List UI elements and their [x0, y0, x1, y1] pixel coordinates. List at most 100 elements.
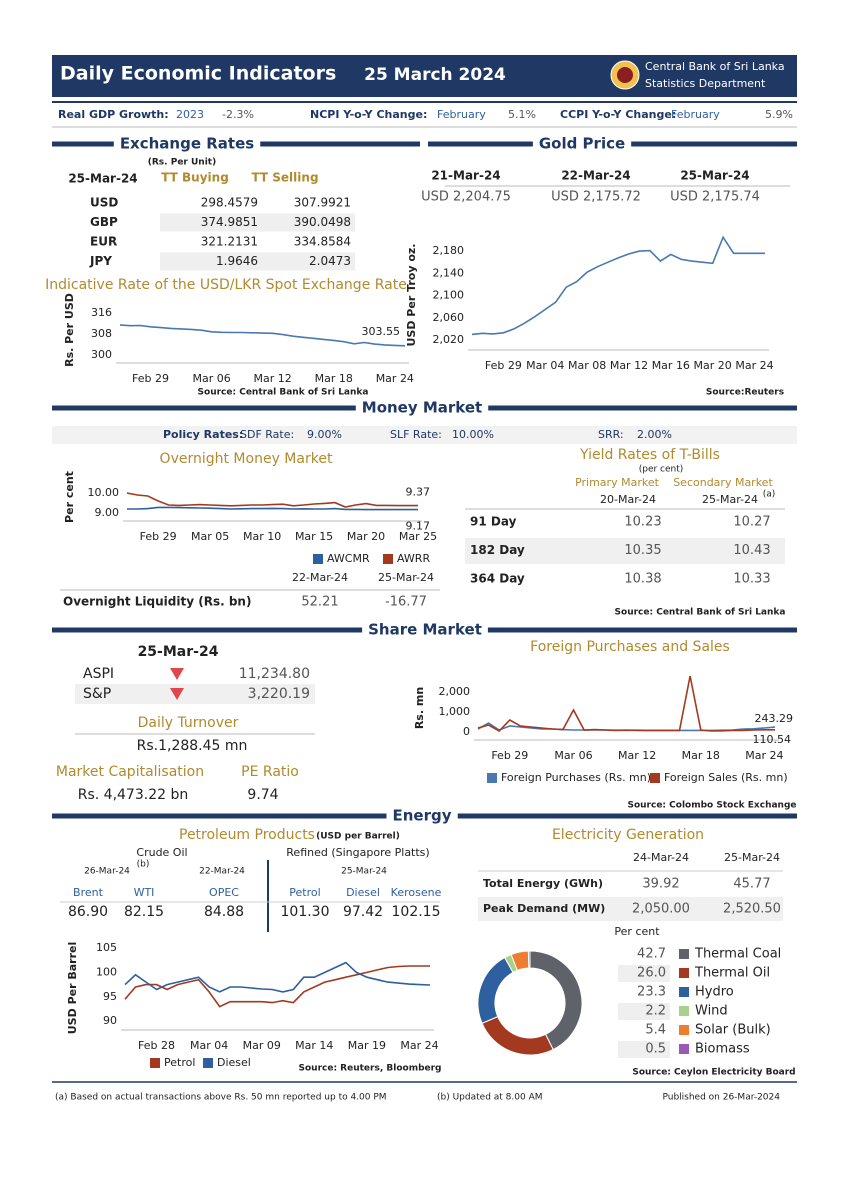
index-name: ASPI: [83, 666, 114, 682]
y-tick-label: 10.00: [88, 486, 120, 499]
yield: 10.27: [733, 515, 770, 530]
title-bg: [355, 398, 489, 417]
legend-swatch: [679, 1025, 689, 1035]
indicator-label: CCPI Y-o-Y Change:: [560, 108, 676, 121]
rate: 2.0473: [309, 254, 351, 268]
line: [477, 675, 775, 733]
rate: 1.9646: [216, 254, 258, 268]
row-shade: [618, 1003, 670, 1020]
column-header: Primary Market: [575, 476, 660, 489]
source: Source: Reuters, Bloomberg: [299, 1064, 442, 1074]
header-bar: [52, 55, 797, 97]
x-tick-label: Mar 18: [315, 372, 353, 385]
x-tick-label: Mar 05: [191, 530, 229, 543]
data-label: 2.2: [645, 1004, 666, 1019]
x-tick-label: Mar 24: [745, 749, 783, 762]
price: USD 2,175.74: [670, 190, 760, 205]
price: USD 2,204.75: [421, 190, 511, 205]
column-header: Petrol: [289, 886, 320, 899]
legend-swatch: [679, 987, 689, 997]
value: 2,050.00: [632, 902, 690, 917]
line: [124, 961, 431, 993]
legend-swatch: [203, 1058, 213, 1068]
price: 82.15: [124, 904, 164, 920]
price: 102.15: [392, 904, 441, 920]
end-label: 110.54: [753, 733, 792, 746]
x-tick-label: Mar 25: [399, 530, 437, 543]
column-header: TT Selling: [251, 171, 318, 185]
section-title: Energy: [392, 807, 451, 825]
x-tick-label: Mar 09: [243, 1039, 281, 1052]
line: [126, 492, 418, 508]
y-tick-label: 2,100: [433, 289, 465, 302]
end-label: 243.29: [755, 712, 794, 725]
currency: JPY: [89, 254, 112, 268]
rate: 390.0498: [294, 215, 351, 229]
currency: EUR: [90, 235, 117, 249]
org: Statistics Department: [645, 77, 766, 90]
row-label: 182 Day: [470, 543, 525, 557]
unit: (USD per Barrel): [316, 832, 400, 842]
indicator-period: February: [437, 108, 486, 121]
end-label: 9.17: [406, 520, 431, 533]
legend-swatch: [650, 773, 660, 783]
policy-value: 9.00%: [307, 428, 342, 441]
row-shade: [478, 897, 783, 921]
value: 45.77: [733, 877, 770, 892]
x-tick-label: Mar 16: [652, 359, 690, 372]
source: Source: Colombo Stock Exchange: [627, 801, 796, 811]
y-axis-label: Rs. Per USD: [63, 293, 76, 367]
y-tick-label: 1,000: [439, 705, 471, 718]
unit: (Rs. Per Unit): [148, 158, 216, 168]
legend-label: Hydro: [695, 985, 734, 1000]
legend-swatch: [487, 773, 497, 783]
published: Published on 26-Mar-2024: [662, 1093, 780, 1103]
x-tick-label: Mar 08: [568, 359, 606, 372]
date: 25-Mar-24: [724, 851, 780, 864]
rate: 298.4579: [201, 196, 258, 210]
rate: 334.8584: [294, 235, 351, 249]
policy-label: Policy Rates:: [163, 428, 243, 441]
policy-name: SRR:: [598, 428, 624, 441]
date: 21-Mar-24: [431, 169, 500, 183]
chart-title: Foreign Purchases and Sales: [530, 639, 730, 655]
x-tick-label: Mar 20: [694, 359, 732, 372]
data-label: 42.7: [637, 947, 666, 962]
price: USD 2,175.72: [551, 190, 641, 205]
y-axis-label: USD Per Troy oz.: [405, 243, 418, 346]
rate: 374.9851: [201, 215, 258, 229]
legend-swatch: [313, 554, 323, 564]
x-tick-label: Mar 04: [526, 359, 564, 372]
x-tick-label: Mar 12: [618, 749, 656, 762]
y-tick-label: 2,140: [433, 266, 465, 279]
rate: 307.9921: [294, 196, 351, 210]
column-header: TT Buying: [161, 171, 229, 185]
row-shade: [75, 684, 315, 704]
row-label: 364 Day: [470, 572, 525, 586]
price: 86.90: [68, 904, 108, 920]
legend-swatch: [150, 1058, 160, 1068]
row-shade: [618, 965, 670, 982]
x-tick-label: Mar 06: [554, 749, 592, 762]
y-tick-label: 9.00: [95, 506, 120, 519]
note: (a): [763, 490, 776, 500]
date: 25 March 2024: [364, 65, 506, 85]
row-label: 91 Day: [470, 515, 517, 529]
legend-label: Foreign Purchases (Rs. mn): [501, 771, 651, 784]
x-tick-label: Feb 29: [491, 749, 528, 762]
section-title: Gold Price: [539, 135, 625, 153]
group-label: Refined (Singapore Platts): [286, 846, 429, 859]
policy-name: SDF Rate:: [240, 428, 294, 441]
currency: GBP: [90, 215, 118, 229]
yield: 10.38: [624, 572, 661, 587]
legend-swatch: [679, 949, 689, 959]
line: [124, 965, 430, 1008]
x-tick-label: Mar 12: [610, 359, 648, 372]
value: -16.77: [385, 595, 427, 610]
title-bg: [532, 134, 632, 153]
org: Central Bank of Sri Lanka: [645, 60, 785, 73]
y-tick-label: 100: [96, 965, 117, 978]
y-tick-label: 300: [91, 348, 112, 361]
date: 22-Mar-24: [292, 571, 348, 584]
yield: 10.43: [733, 543, 770, 558]
